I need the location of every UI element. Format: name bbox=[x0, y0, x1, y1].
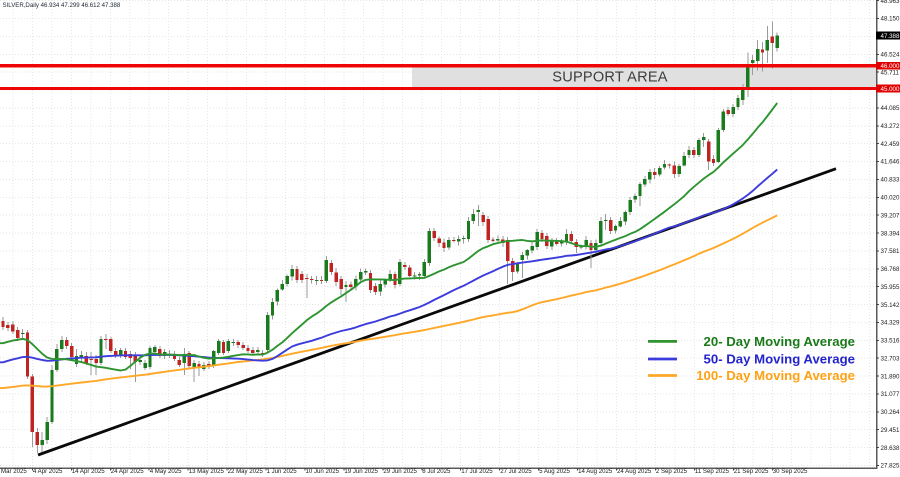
svg-text:30.264: 30.264 bbox=[881, 409, 900, 416]
svg-text:5 Aug 2025: 5 Aug 2025 bbox=[539, 468, 570, 475]
svg-text:35.142: 35.142 bbox=[881, 302, 900, 309]
svg-text:2 Sep 2025: 2 Sep 2025 bbox=[656, 468, 688, 475]
svg-text:35.955: 35.955 bbox=[881, 284, 900, 291]
svg-text:1 Jun 2025: 1 Jun 2025 bbox=[267, 468, 298, 475]
svg-text:24 Aug 2025: 24 Aug 2025 bbox=[617, 468, 652, 475]
svg-text:21 Sep 2025: 21 Sep 2025 bbox=[734, 468, 769, 475]
svg-text:33.516: 33.516 bbox=[881, 338, 900, 345]
svg-text:43.272: 43.272 bbox=[881, 123, 900, 130]
svg-text:48.963: 48.963 bbox=[881, 0, 900, 5]
svg-text:38.394: 38.394 bbox=[881, 230, 900, 237]
svg-text:14 Apr 2025: 14 Apr 2025 bbox=[72, 468, 105, 475]
svg-text:4 May 2025: 4 May 2025 bbox=[150, 468, 182, 475]
svg-text:50- Day Moving Average: 50- Day Moving Average bbox=[704, 352, 855, 367]
svg-text:47.388: 47.388 bbox=[881, 33, 900, 40]
svg-text:34.329: 34.329 bbox=[881, 320, 900, 327]
svg-text:24 Apr 2025: 24 Apr 2025 bbox=[111, 468, 144, 475]
svg-text:4 Apr 2025: 4 Apr 2025 bbox=[33, 468, 63, 475]
svg-text:22 May 2025: 22 May 2025 bbox=[228, 468, 264, 475]
svg-text:37.581: 37.581 bbox=[881, 248, 900, 255]
svg-text:31.077: 31.077 bbox=[881, 391, 900, 398]
svg-text:45.711: 45.711 bbox=[881, 69, 900, 76]
svg-text:19 Jun 2025: 19 Jun 2025 bbox=[344, 468, 378, 475]
svg-text:SUPPORT AREA: SUPPORT AREA bbox=[552, 70, 667, 86]
svg-text:41.646: 41.646 bbox=[881, 159, 900, 166]
svg-text:10 Jun 2025: 10 Jun 2025 bbox=[306, 468, 340, 475]
svg-text:8 Jul 2025: 8 Jul 2025 bbox=[422, 468, 451, 475]
svg-text:31.890: 31.890 bbox=[881, 373, 900, 380]
svg-text:32.703: 32.703 bbox=[881, 355, 900, 362]
svg-text:29 Jun 2025: 29 Jun 2025 bbox=[383, 468, 417, 475]
svg-text:28.638: 28.638 bbox=[881, 445, 900, 452]
svg-text:17 Jul 2025: 17 Jul 2025 bbox=[461, 468, 493, 475]
svg-text:13 May 2025: 13 May 2025 bbox=[189, 468, 225, 475]
svg-text:46.000: 46.000 bbox=[881, 63, 900, 70]
svg-text:39.207: 39.207 bbox=[881, 212, 900, 219]
svg-text:30 Sep 2025: 30 Sep 2025 bbox=[773, 468, 808, 475]
svg-text:Mar 2025: Mar 2025 bbox=[1, 468, 27, 475]
svg-text:42.459: 42.459 bbox=[881, 141, 900, 148]
svg-text:40.020: 40.020 bbox=[881, 195, 900, 202]
svg-text:40.833: 40.833 bbox=[881, 177, 900, 184]
svg-text:48.150: 48.150 bbox=[881, 16, 900, 23]
svg-text:27 Jul 2025: 27 Jul 2025 bbox=[500, 468, 532, 475]
svg-text:SILVER,Daily 46.934 47.299 46: SILVER,Daily 46.934 47.299 46.612 47.388 bbox=[3, 2, 121, 9]
svg-text:11 Sep 2025: 11 Sep 2025 bbox=[695, 468, 730, 475]
svg-text:36.768: 36.768 bbox=[881, 266, 900, 273]
svg-text:100- Day Moving Average: 100- Day Moving Average bbox=[696, 368, 855, 383]
svg-text:46.524: 46.524 bbox=[881, 52, 900, 59]
svg-text:27.825: 27.825 bbox=[881, 463, 900, 470]
svg-text:20- Day Moving Average: 20- Day Moving Average bbox=[704, 334, 855, 349]
svg-text:29.451: 29.451 bbox=[881, 427, 900, 434]
svg-text:45.000: 45.000 bbox=[881, 86, 900, 93]
svg-text:44.085: 44.085 bbox=[881, 105, 900, 112]
svg-text:14 Aug 2025: 14 Aug 2025 bbox=[578, 468, 613, 475]
